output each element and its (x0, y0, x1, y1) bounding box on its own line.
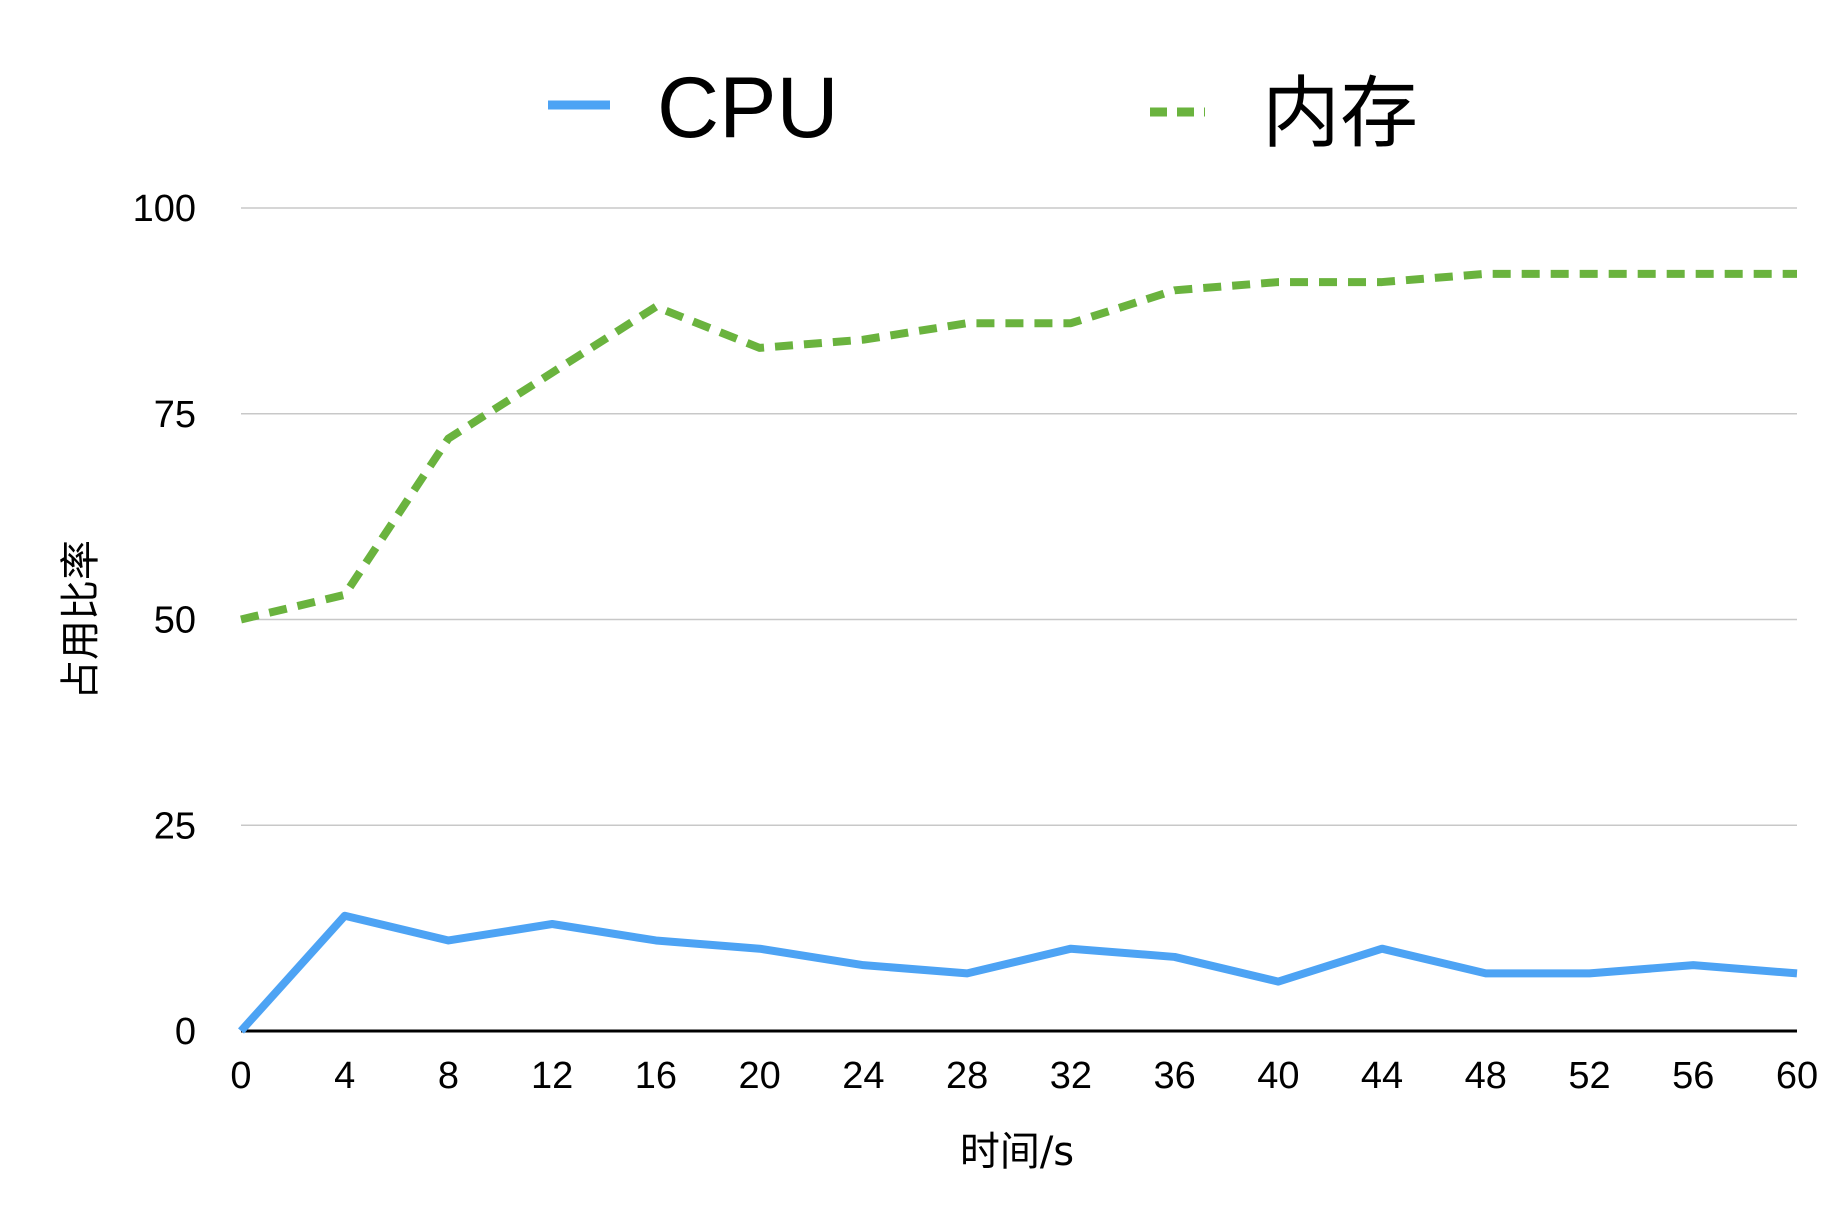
series-line-memory (240, 269, 1797, 624)
x-axis-tick-labels: 0 4 8 12 16 20 24 28 32 36 40 44 48 52 56 60 (230, 1055, 1818, 1097)
x-tick-label: 48 (1465, 1055, 1507, 1097)
x-tick-label: 40 (1257, 1055, 1299, 1097)
x-tick-label: 52 (1568, 1055, 1610, 1097)
y-tick-label: 100 (133, 188, 196, 230)
x-tick-label: 44 (1361, 1055, 1403, 1097)
legend: CPU 内存 (548, 60, 1418, 159)
y-tick-label: 0 (175, 1011, 196, 1053)
x-tick-label: 36 (1153, 1055, 1195, 1097)
y-axis-title: 占用比率 (58, 540, 104, 700)
x-tick-label: 56 (1672, 1055, 1714, 1097)
y-tick-label: 75 (154, 394, 196, 436)
x-tick-label: 24 (842, 1055, 884, 1097)
x-tick-label: 60 (1776, 1055, 1818, 1097)
gridlines (241, 207, 1797, 826)
y-tick-label: 50 (154, 600, 196, 642)
y-tick-label: 25 (154, 805, 196, 847)
legend-label-memory: 内存 (1262, 69, 1418, 159)
x-tick-label: 4 (334, 1055, 355, 1097)
x-tick-label: 8 (438, 1055, 459, 1097)
x-tick-label: 20 (739, 1055, 781, 1097)
legend-label-cpu: CPU (657, 60, 839, 156)
series-lines (238, 269, 1798, 1034)
x-axis-title: 时间/s (960, 1129, 1074, 1175)
y-axis-tick-labels: 0 25 50 75 100 (133, 188, 196, 1053)
x-tick-label: 28 (946, 1055, 988, 1097)
series-line-cpu (238, 911, 1798, 1034)
x-tick-label: 12 (531, 1055, 573, 1097)
x-tick-label: 32 (1050, 1055, 1092, 1097)
x-tick-label: 16 (635, 1055, 677, 1097)
x-tick-label: 0 (230, 1055, 251, 1097)
